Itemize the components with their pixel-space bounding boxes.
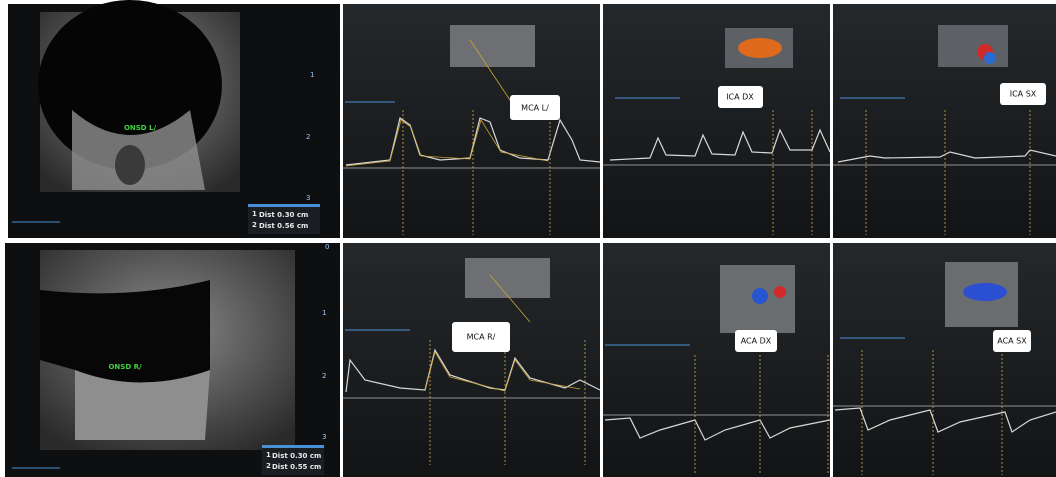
panel-mca-left: MCA L/ bbox=[343, 4, 600, 238]
depth-mark: 1 bbox=[322, 309, 326, 317]
panel-bg bbox=[833, 243, 1056, 477]
measure-marker: 2 bbox=[252, 221, 257, 229]
panel-label: ACA DX bbox=[741, 337, 772, 346]
measure-box-bar bbox=[248, 204, 320, 207]
panel-onsd-left: ONSD L/ 1 2 3 1 Dist 0.30 cm 2 Dist 0.56… bbox=[8, 0, 340, 238]
inset-image bbox=[450, 25, 535, 67]
depth-mark: 0 bbox=[325, 243, 329, 251]
depth-mark: 3 bbox=[306, 194, 310, 202]
panel-label: MCA R/ bbox=[467, 333, 496, 342]
inset-image bbox=[465, 258, 550, 298]
panel-label: ONSD L/ bbox=[124, 124, 157, 132]
measure-marker: 1 bbox=[252, 210, 257, 218]
measure-marker: 2 bbox=[266, 462, 271, 470]
inset-image bbox=[938, 25, 1008, 67]
panel-label: ONSD R/ bbox=[108, 363, 141, 371]
panel-bg bbox=[603, 4, 830, 238]
depth-mark: 3 bbox=[322, 433, 326, 441]
color-flow bbox=[752, 288, 768, 304]
panel-mca-right: MCA R/ bbox=[343, 243, 600, 477]
panel-bg bbox=[603, 243, 830, 477]
panel-aca-right: ACA DX bbox=[603, 243, 830, 477]
panel-ica-right: ICA DX bbox=[603, 4, 830, 238]
measure-text: Dist 0.30 cm bbox=[259, 211, 308, 219]
depth-mark: 2 bbox=[306, 133, 310, 141]
depth-mark: 2 bbox=[322, 372, 326, 380]
color-flow bbox=[963, 283, 1007, 301]
panel-label: ICA SX bbox=[1010, 90, 1037, 99]
panel-ica-left: ICA SX bbox=[833, 4, 1056, 238]
panel-label: MCA L/ bbox=[521, 104, 549, 113]
color-flow bbox=[738, 38, 782, 58]
color-flow bbox=[774, 286, 786, 298]
color-flow bbox=[984, 52, 996, 64]
panel-label: ACA SX bbox=[997, 337, 1027, 346]
depth-mark: 1 bbox=[310, 71, 314, 79]
measure-text: Dist 0.30 cm bbox=[272, 452, 321, 460]
measure-box-bar bbox=[262, 445, 324, 448]
ultrasound-collage: ONSD L/ 1 2 3 1 Dist 0.30 cm 2 Dist 0.56… bbox=[0, 0, 1056, 477]
panel-aca-left: ACA SX bbox=[833, 243, 1056, 477]
measure-text: Dist 0.55 cm bbox=[272, 463, 321, 471]
measure-text: Dist 0.56 cm bbox=[259, 222, 308, 230]
panel-onsd-right: ONSD R/ 0 1 2 3 1 Dist 0.30 cm 2 Dist 0.… bbox=[5, 243, 340, 477]
measure-marker: 1 bbox=[266, 451, 271, 459]
optic-nerve bbox=[115, 145, 145, 185]
panel-label: ICA DX bbox=[726, 93, 754, 102]
